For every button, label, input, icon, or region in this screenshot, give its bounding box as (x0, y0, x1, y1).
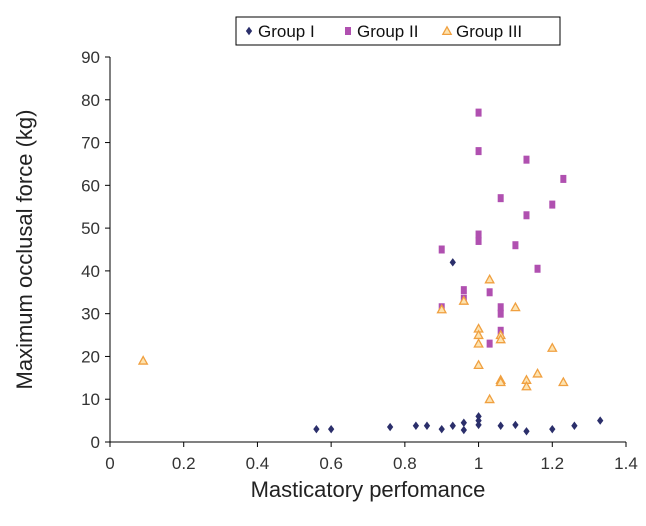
legend: Group I Group II Group III (235, 16, 561, 46)
data-point (560, 174, 567, 183)
data-point (497, 421, 504, 430)
plot-area: 0 0.2 0.4 0.6 0.8 1 1.2 1.4 0 10 20 30 40 50 60 70 80 90 (81, 48, 638, 473)
data-point (412, 421, 420, 430)
data-point (460, 425, 467, 435)
data-point (534, 264, 541, 273)
data-point (597, 416, 604, 425)
y-tick-label: 80 (81, 91, 100, 110)
data-point (532, 368, 543, 378)
data-point (495, 333, 506, 344)
data-point (313, 424, 320, 434)
data-point (449, 258, 456, 267)
data-point (549, 424, 556, 434)
data-point (473, 338, 484, 348)
data-point (475, 420, 482, 430)
x-axis-ticks: 0 0.2 0.4 0.6 0.8 1 1.2 1.4 (105, 442, 638, 473)
data-point (475, 147, 482, 156)
data-point (521, 380, 532, 391)
y-tick-label: 40 (81, 262, 100, 281)
y-tick-label: 60 (81, 176, 100, 195)
data-point (571, 421, 578, 430)
x-tick-label: 1.2 (540, 454, 564, 473)
data-point (438, 245, 445, 254)
x-tick-label: 0 (105, 454, 114, 473)
data-point (460, 418, 467, 427)
data-point (475, 230, 482, 239)
data-point (523, 211, 530, 220)
x-tick-label: 1 (474, 454, 483, 473)
data-point (486, 339, 493, 348)
data-point (460, 286, 467, 295)
data-point (475, 108, 482, 117)
legend-marker (345, 27, 351, 35)
data-point (497, 303, 504, 312)
data-point (546, 342, 558, 352)
data-point (475, 416, 482, 425)
x-tick-label: 0.6 (319, 454, 343, 473)
y-tick-label: 70 (81, 134, 100, 153)
legend-label: Group II (357, 22, 418, 41)
data-point (137, 355, 149, 365)
data-point (458, 295, 470, 305)
x-tick-label: 0.2 (172, 454, 196, 473)
x-tick-label: 0.8 (393, 454, 417, 473)
data-point (484, 273, 495, 284)
y-tick-label: 50 (81, 219, 100, 238)
data-point (510, 301, 521, 312)
data-point (558, 376, 569, 387)
x-tick-label: 0.4 (246, 454, 270, 473)
data-point (549, 200, 556, 209)
data-point (512, 241, 519, 250)
data-point (475, 412, 482, 421)
data-point (512, 420, 519, 430)
data-point (523, 155, 530, 164)
legend-label: Group III (456, 22, 522, 41)
x-axis-title: Masticatory perfomance (251, 477, 486, 502)
y-tick-label: 90 (81, 48, 100, 67)
data-points (137, 108, 604, 436)
data-point (438, 424, 445, 434)
legend-box (235, 16, 561, 46)
y-tick-label: 20 (81, 347, 100, 366)
y-tick-label: 10 (81, 390, 100, 409)
data-point (523, 427, 530, 436)
series-group-iii (137, 273, 569, 404)
data-point (484, 393, 495, 404)
data-point (475, 236, 482, 245)
legend-marker (245, 26, 253, 36)
legend-label: Group I (258, 22, 315, 41)
series-group-i (313, 258, 604, 436)
x-tick-label: 1.4 (614, 454, 638, 473)
y-tick-label: 0 (91, 433, 100, 452)
y-tick-label: 30 (81, 305, 100, 324)
data-point (497, 309, 504, 318)
data-point (497, 194, 504, 203)
y-axis-title: Maximum occlusal force (kg) (12, 110, 37, 390)
y-axis-ticks: 0 10 20 30 40 50 60 70 80 90 (81, 48, 110, 452)
data-point (449, 421, 456, 430)
data-point (386, 422, 394, 432)
data-point (486, 288, 493, 297)
series-group-ii (438, 108, 567, 348)
data-point (423, 421, 431, 430)
data-point (495, 376, 506, 387)
legend-marker (441, 25, 453, 36)
data-point (473, 359, 484, 370)
data-point (327, 424, 335, 434)
data-point (436, 303, 448, 314)
